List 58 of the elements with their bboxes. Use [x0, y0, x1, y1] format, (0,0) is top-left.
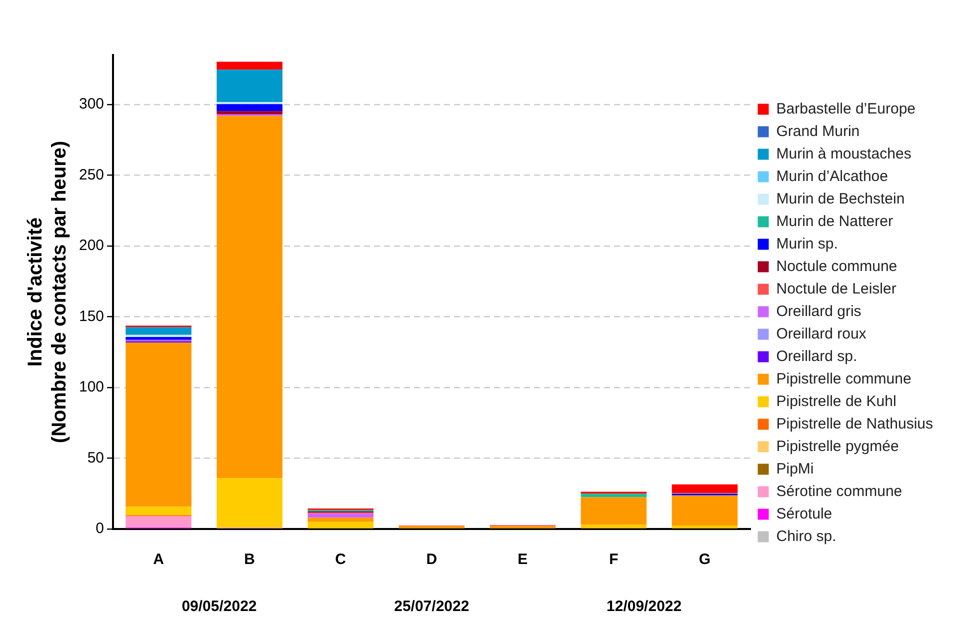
y-tick-label: 150	[78, 308, 104, 325]
bar	[216, 104, 282, 112]
bar	[672, 484, 738, 494]
x-tick-label: A	[153, 551, 164, 568]
y-tick-label: 300	[78, 96, 104, 113]
bar	[216, 111, 282, 114]
y-tick-label: 100	[78, 378, 104, 396]
bar	[126, 342, 192, 507]
legend-label: Oreillard roux	[776, 325, 867, 342]
bar	[126, 336, 192, 340]
text: 25/07/2022	[394, 598, 470, 616]
legend-label: Murin à moustaches	[776, 145, 912, 162]
bar	[216, 116, 282, 478]
legend-label: Pipistrelle de Nathusius	[776, 415, 934, 432]
bar	[126, 506, 192, 516]
bar	[672, 495, 738, 526]
legend-label: Murin de Bechstein	[776, 190, 905, 208]
legend-label: Grand Murin	[776, 122, 860, 140]
x-tick-label: E	[518, 551, 528, 568]
bar	[308, 518, 374, 522]
legend-label: Barbastelle d’Europe	[776, 100, 916, 118]
y-tick-label: 0	[96, 520, 104, 538]
legend-label: Oreillard gris	[776, 302, 862, 320]
x-tick-label: C	[335, 551, 346, 568]
bar	[126, 327, 192, 335]
x-tick-label: F	[609, 551, 618, 568]
legend-label: PipMi	[776, 460, 814, 478]
legend-label: Chiro sp.	[776, 528, 836, 545]
bar	[126, 516, 192, 528]
bar	[216, 70, 282, 102]
legend-label: Murin sp.	[776, 235, 838, 252]
bar	[216, 62, 282, 70]
y-axis-title: Indice d'activité (Nombre de contacts par heure)	[24, 140, 71, 444]
legend-label: Pipistrelle pygmée	[776, 438, 899, 455]
legend-label: Oreillard sp.	[776, 348, 858, 365]
bar	[580, 494, 647, 498]
bar	[308, 522, 374, 528]
legend-label: Noctule de Leisler	[776, 280, 896, 298]
legend-label: Noctule commune	[776, 258, 898, 275]
text: 12/09/2022	[606, 598, 682, 616]
legend-label: Murin d’Alcathoe	[776, 168, 888, 185]
bar	[580, 497, 647, 525]
bar	[580, 524, 647, 528]
legend-label: Murin de Natterer	[776, 212, 893, 230]
y-tick-label: 50	[87, 449, 104, 466]
legend-label: Pipistrelle commune	[776, 370, 912, 388]
legend-label: Sérotule	[776, 505, 832, 522]
x-tick-label: G	[698, 551, 711, 568]
bar	[216, 478, 282, 528]
bar	[308, 513, 374, 518]
legend-label: Pipistrelle de Kuhl	[776, 392, 896, 410]
y-tick-label: 200	[78, 237, 104, 254]
x-tick-label: B	[244, 551, 256, 568]
x-tick-label: D	[426, 551, 438, 568]
y-tick-label: 250	[78, 166, 104, 184]
legend-label: Sérotine commune	[776, 482, 902, 500]
bar	[672, 525, 738, 528]
text: 09/05/2022	[182, 598, 257, 616]
